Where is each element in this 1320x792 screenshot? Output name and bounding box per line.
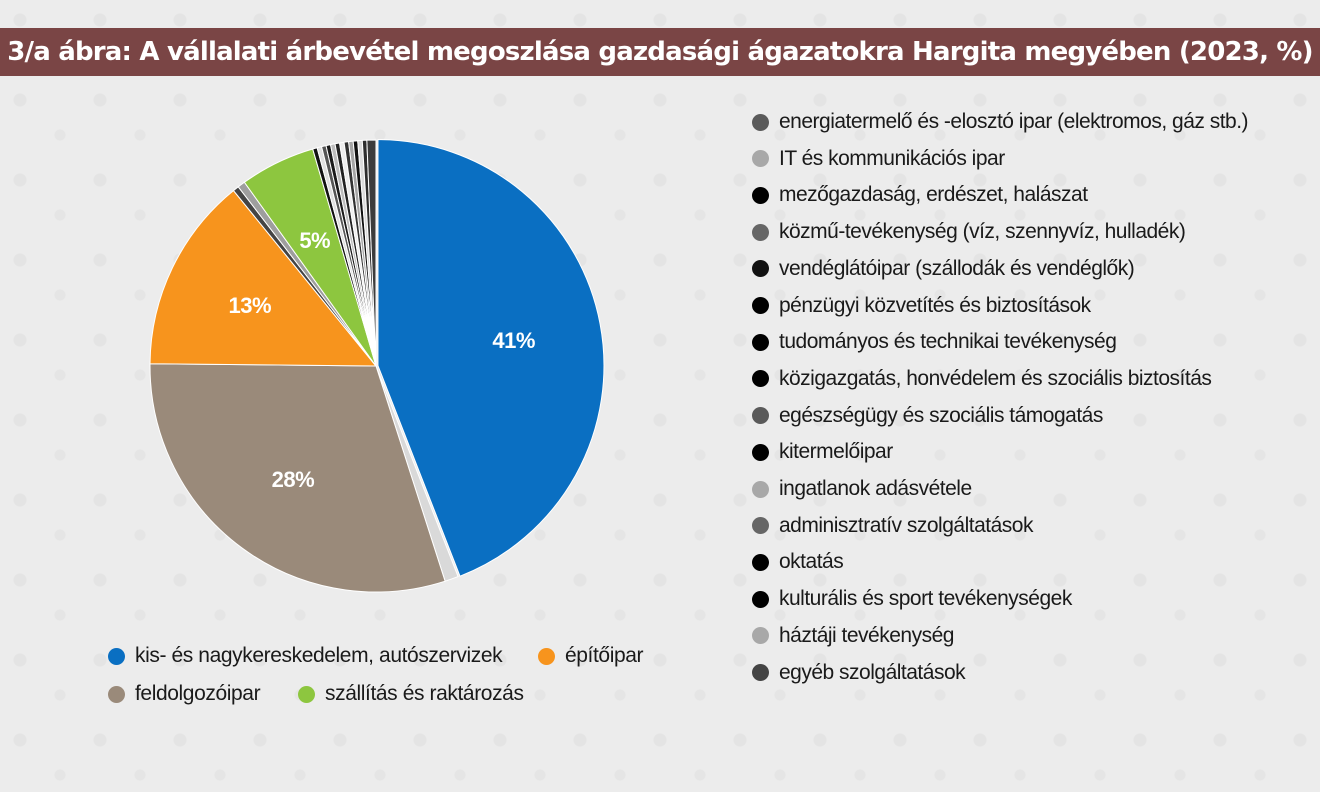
legend-label: IT és kommunikációs ipar <box>779 146 1005 170</box>
legend-item: adminisztratív szolgáltatások <box>752 514 1033 538</box>
legend-marker-icon <box>752 333 769 351</box>
legend-marker-icon <box>752 664 769 681</box>
legend-marker-icon <box>752 553 769 571</box>
legend-item: energiatermelő és -elosztó ipar (elektro… <box>752 110 1249 134</box>
legend-label: vendéglátóipar (szállodák és vendéglők) <box>779 256 1135 280</box>
legend-marker-icon <box>752 443 769 461</box>
legend-item: építőipar <box>538 644 644 668</box>
legend-item: IT és kommunikációs ipar <box>752 147 1005 171</box>
chart-title: 3/a ábra: A vállalati árbevétel megoszlá… <box>7 37 1313 67</box>
legend-item: közmű-tevékenység (víz, szennyvíz, hulla… <box>752 220 1186 244</box>
legend-item: közigazgatás, honvédelem és szociális bi… <box>752 366 1212 391</box>
legend-item: háztáji tevékenység <box>752 624 954 648</box>
legend-marker-icon <box>752 297 769 314</box>
legend-marker-icon <box>752 150 769 168</box>
legend-marker-icon <box>298 685 315 703</box>
legend-label: mezőgazdaság, erdészet, halászat <box>779 183 1088 207</box>
legend-item: szállítás és raktározás <box>298 682 524 706</box>
legend-label: ingatlanok adásvétele <box>779 477 972 500</box>
pie-slice-feldolgozoipar <box>149 363 446 593</box>
legend-marker-icon <box>108 685 125 703</box>
pie-chart: 41% 28% 13% 5% <box>149 139 605 593</box>
legend-marker-icon <box>752 113 769 131</box>
legend-label: feldolgozóipar <box>135 682 261 705</box>
legend-marker-icon <box>752 223 769 241</box>
legend-item: egyéb szolgáltatások <box>752 660 966 685</box>
legend-item: feldolgozóipar <box>108 682 261 706</box>
legend-label: adminisztratív szolgáltatások <box>779 513 1033 537</box>
legend-label: építőipar <box>565 644 644 667</box>
legend-marker-icon <box>538 647 555 665</box>
legend-label: pénzügyi közvetítés és biztosítások <box>779 293 1091 317</box>
legend-label: egyéb szolgáltatások <box>779 660 966 684</box>
legend-label: kis- és nagykereskedelem, autószervizek <box>135 644 503 667</box>
pie-slice-egyeb-szolgaltatasok <box>366 139 377 367</box>
legend-label: kulturális és sport tevékenységek <box>779 587 1072 611</box>
legend-label: oktatás <box>779 550 844 574</box>
legend-marker-icon <box>108 647 125 665</box>
legend-item: pénzügyi közvetítés és biztosítások <box>752 294 1091 318</box>
legend-marker-icon <box>752 590 769 608</box>
pie-slice-kis-es-nagykereskedelem-autoszervizek <box>377 139 605 577</box>
legend-item: oktatás <box>752 550 844 574</box>
legend-item: kis- és nagykereskedelem, autószervizek <box>108 644 503 668</box>
legend-item: kulturális és sport tevékenységek <box>752 587 1072 611</box>
legend-item: egészségügy és szociális támogatás <box>752 404 1103 428</box>
pie-data-label: 5% <box>299 228 330 253</box>
legend-label: közigazgatás, honvédelem és szociális bi… <box>779 366 1212 390</box>
legend-item: vendéglátóipar (szállodák és vendéglők) <box>752 256 1135 281</box>
pie-data-label: 13% <box>229 293 272 318</box>
pie-data-label: 28% <box>272 467 315 492</box>
pie-slice-epitoipar <box>149 189 378 367</box>
legend-marker-icon <box>752 370 769 388</box>
legend-marker-icon <box>752 517 769 535</box>
legend-item: ingatlanok adásvétele <box>752 477 972 501</box>
legend-marker-icon <box>752 260 769 278</box>
pie-data-label: 41% <box>492 328 535 353</box>
legend-label: szállítás és raktározás <box>325 682 524 705</box>
legend-label: háztáji tevékenység <box>779 623 954 647</box>
legend-item: mezőgazdaság, erdészet, halászat <box>752 183 1088 207</box>
legend-label: tudományos és technikai tevékenység <box>779 330 1117 354</box>
legend-label: kitermelőipar <box>779 440 893 464</box>
legend-marker-icon <box>752 627 769 645</box>
chart-title-bar: 3/a ábra: A vállalati árbevétel megoszlá… <box>0 28 1320 76</box>
legend-label: energiatermelő és -elosztó ipar (elektro… <box>779 110 1249 133</box>
legend-item: kitermelőipar <box>752 440 893 464</box>
legend-marker-icon <box>752 407 769 425</box>
legend-marker-icon <box>752 480 769 498</box>
legend-label: közmű-tevékenység (víz, szennyvíz, hulla… <box>779 220 1186 244</box>
legend-marker-icon <box>752 186 769 204</box>
legend-item: tudományos és technikai tevékenység <box>752 330 1117 354</box>
legend-label: egészségügy és szociális támogatás <box>779 403 1103 427</box>
